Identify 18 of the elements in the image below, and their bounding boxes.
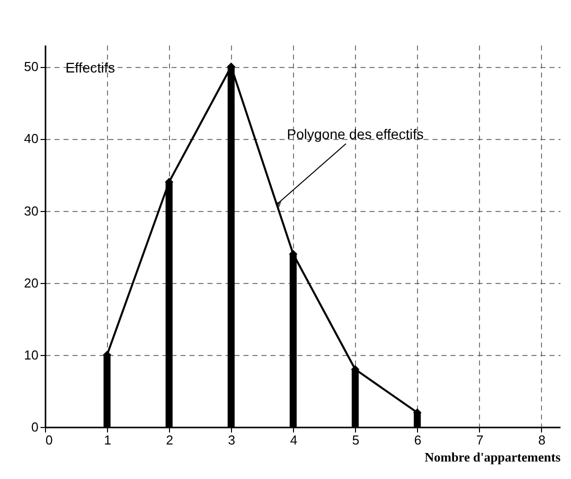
x-tick-label: 5 [352, 432, 360, 448]
y-tick-label: 10 [24, 347, 38, 362]
x-tick-label: 8 [538, 432, 546, 448]
y-tick-label: 30 [24, 203, 38, 218]
y-tick-label: 0 [31, 420, 38, 434]
x-tick-label: 0 [46, 432, 53, 448]
x-tick-label: 1 [104, 432, 112, 448]
x-tick-label: 3 [228, 432, 236, 448]
y-tick-label: 40 [24, 131, 38, 146]
annotation: Polygone des effectifs [286, 126, 424, 142]
x-axis-title: Nombre d'appartements [424, 450, 560, 464]
x-tick-label: 6 [414, 432, 422, 448]
x-tick-label: 4 [290, 432, 298, 448]
y-tick-label: 50 [24, 59, 38, 74]
y-tick-label: 20 [24, 275, 38, 290]
x-tick-label: 2 [166, 432, 174, 448]
y-axis-title: Effectifs [66, 60, 116, 76]
x-tick-label: 7 [476, 432, 484, 448]
